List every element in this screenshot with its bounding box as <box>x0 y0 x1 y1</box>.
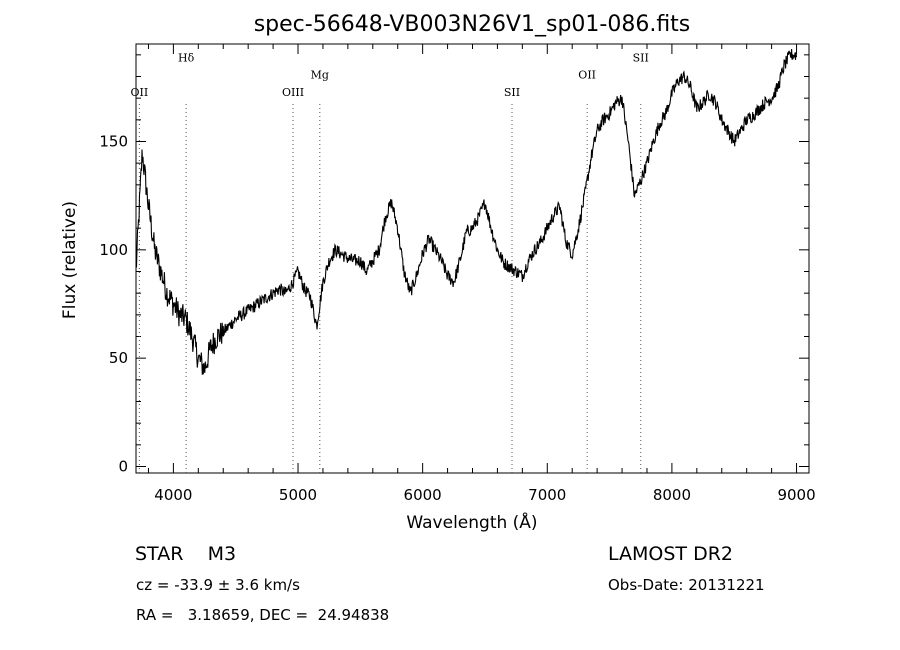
y-tick-label: 150 <box>99 133 128 151</box>
x-axis-ticks: 4000 5000 6000 7000 8000 9000 <box>154 44 816 504</box>
cz-label: cz = -33.9 ± 3.6 km/s <box>136 576 300 594</box>
line-marker-label: Hδ <box>178 51 195 64</box>
x-axis-label: Wavelength (Å) <box>406 511 537 533</box>
chart-title: spec-56648-VB003N26V1_sp01-086.fits <box>254 12 691 37</box>
x-tick-label: 7000 <box>528 486 566 504</box>
info-class: STAR M3 <box>135 543 236 565</box>
spectrum-line <box>135 48 798 375</box>
line-marker-label: OII <box>131 86 149 99</box>
x-tick-label: 6000 <box>404 486 442 504</box>
class-label: STAR <box>135 543 184 565</box>
line-markers: OII Hδ OIII Mg SII OII SII <box>131 51 649 473</box>
line-marker-label: SII <box>633 51 649 64</box>
y-tick-label: 50 <box>109 349 128 367</box>
obs-date-label: Obs-Date: 20131221 <box>608 576 765 594</box>
coords-label: RA = 3.18659, DEC = 24.94838 <box>136 606 390 624</box>
y-tick-label: 100 <box>99 241 128 259</box>
subclass-label: M3 <box>207 543 237 565</box>
survey-label: LAMOST DR2 <box>608 543 733 565</box>
line-marker-label: OII <box>578 69 596 82</box>
x-tick-label: 4000 <box>154 486 192 504</box>
x-tick-label: 9000 <box>777 486 815 504</box>
line-marker-label: SII <box>504 86 520 99</box>
x-tick-label: 8000 <box>653 486 691 504</box>
y-axis-label: Flux (relative) <box>60 201 80 319</box>
minor-ticks <box>136 44 809 473</box>
y-tick-label: 0 <box>118 458 128 476</box>
y-axis-ticks: 0 50 100 150 <box>99 133 809 476</box>
line-marker-label: OIII <box>282 86 304 99</box>
x-tick-label: 5000 <box>279 486 317 504</box>
plot-frame <box>135 43 810 474</box>
line-marker-label: Mg <box>311 69 329 82</box>
